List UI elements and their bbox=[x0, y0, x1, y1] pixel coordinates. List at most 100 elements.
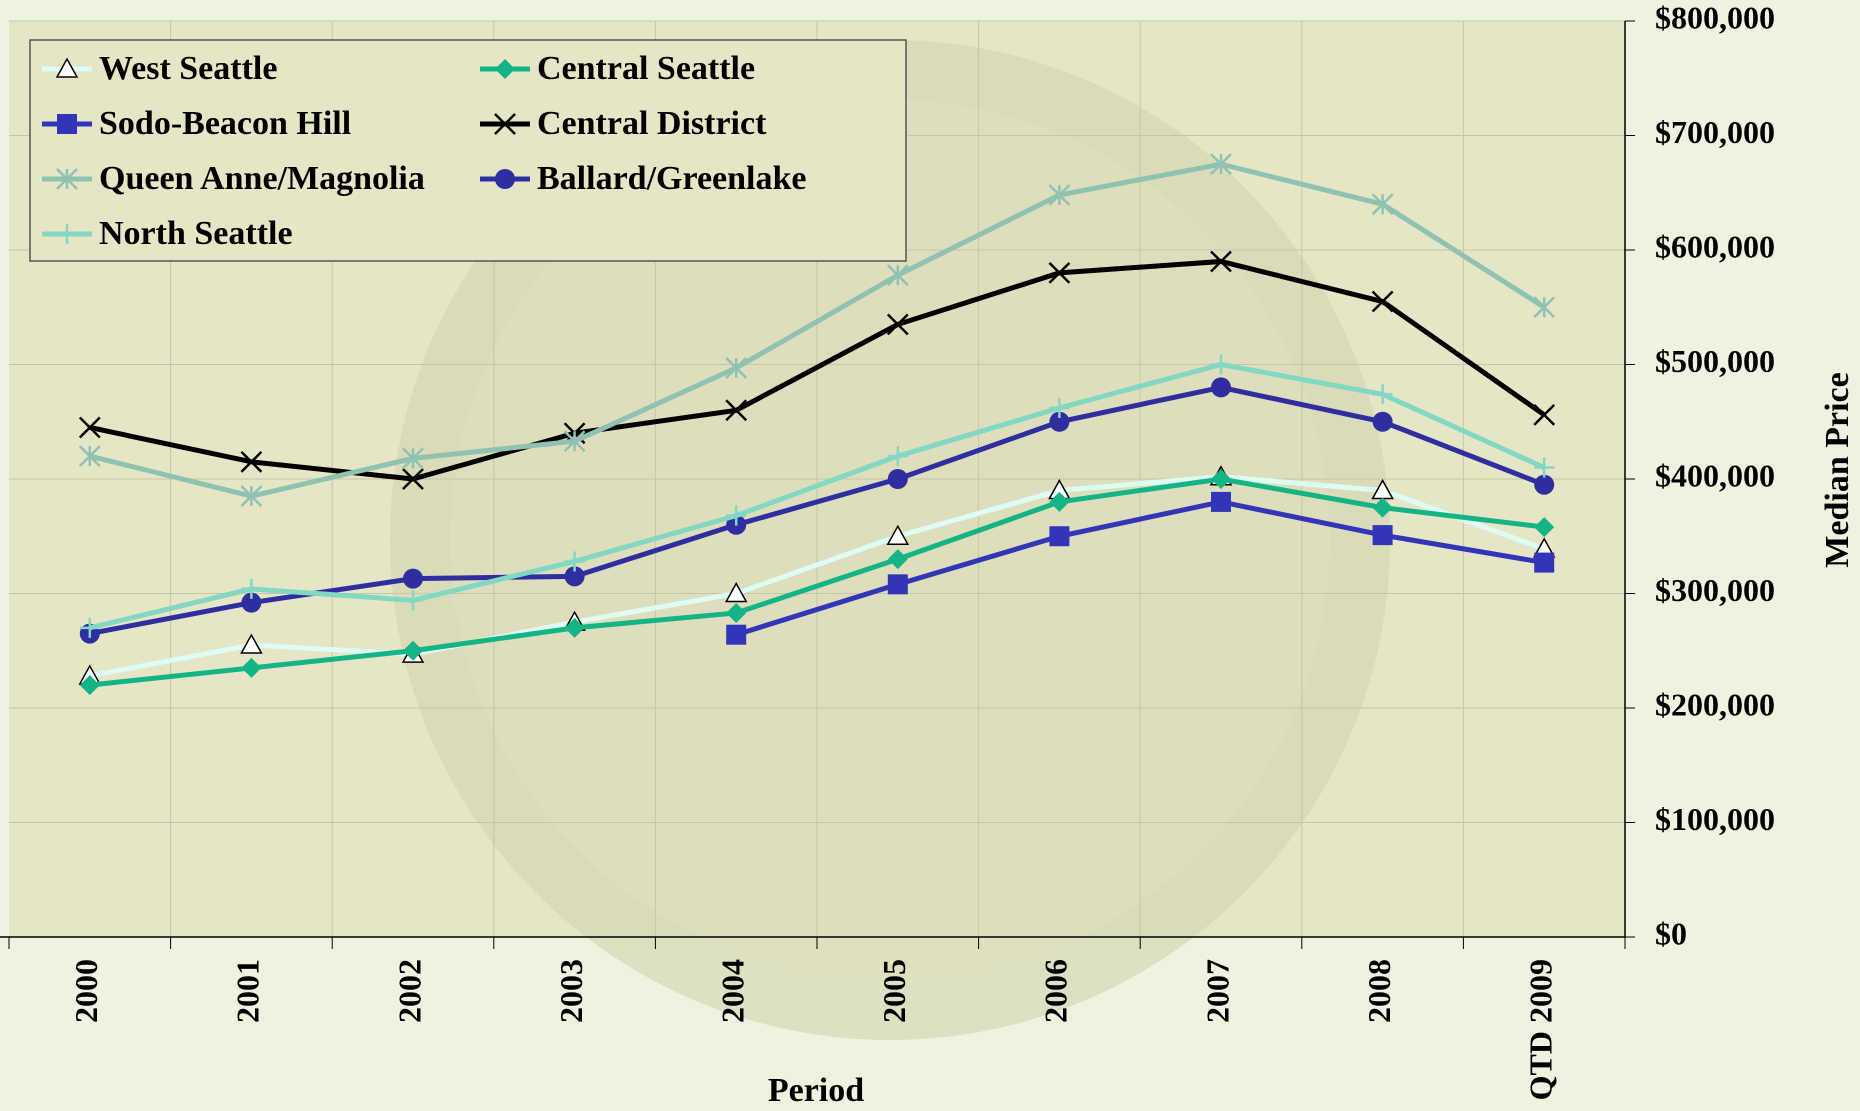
x-axis-title: Period bbox=[768, 1072, 864, 1109]
marker bbox=[726, 624, 747, 645]
marker bbox=[241, 578, 262, 599]
x-tick-label: 2000 bbox=[68, 959, 104, 1023]
y-tick-label: $300,000 bbox=[1655, 572, 1775, 608]
marker bbox=[1372, 411, 1393, 432]
marker bbox=[403, 590, 423, 611]
marker bbox=[886, 313, 909, 336]
marker bbox=[1048, 184, 1071, 206]
series-line bbox=[89, 384, 1546, 637]
marker bbox=[402, 468, 424, 490]
legend-marker bbox=[495, 169, 515, 189]
marker bbox=[1049, 491, 1070, 512]
marker bbox=[1211, 491, 1231, 512]
marker bbox=[241, 657, 262, 678]
series-line bbox=[89, 161, 1546, 499]
marker bbox=[1372, 497, 1393, 518]
x-tick-label: 2001 bbox=[230, 959, 266, 1023]
y-tick-label: $600,000 bbox=[1655, 228, 1775, 264]
marker bbox=[887, 469, 908, 489]
legend-marker bbox=[57, 224, 77, 244]
legend-marker bbox=[495, 59, 515, 79]
marker bbox=[78, 416, 101, 439]
series-line bbox=[89, 258, 1546, 482]
legend-marker bbox=[494, 113, 516, 135]
marker bbox=[1372, 525, 1393, 546]
marker bbox=[724, 581, 748, 603]
marker bbox=[886, 264, 909, 287]
marker bbox=[887, 446, 908, 467]
marker bbox=[78, 445, 101, 467]
y-axis-title: Median Price bbox=[1819, 372, 1856, 567]
marker bbox=[1371, 290, 1394, 313]
marker bbox=[79, 675, 100, 696]
marker bbox=[1211, 354, 1231, 375]
marker bbox=[725, 357, 748, 379]
x-tick-label: 2005 bbox=[876, 959, 912, 1023]
marker bbox=[241, 592, 262, 613]
marker bbox=[240, 450, 263, 473]
legend-label: Queen Anne/Magnolia bbox=[99, 160, 425, 197]
legend-marker bbox=[57, 114, 77, 134]
marker bbox=[1534, 474, 1555, 495]
series-line bbox=[735, 499, 1545, 638]
marker bbox=[887, 549, 908, 570]
marker bbox=[1371, 193, 1394, 216]
y-tick-label: $0 bbox=[1655, 915, 1687, 951]
marker bbox=[1211, 377, 1231, 398]
marker bbox=[403, 640, 423, 661]
marker bbox=[1049, 398, 1070, 419]
legend-label: North Seattle bbox=[99, 215, 293, 252]
legend-label: Central District bbox=[537, 105, 767, 142]
marker bbox=[726, 505, 747, 526]
x-tick-label: 2004 bbox=[715, 959, 751, 1023]
marker bbox=[886, 524, 910, 545]
marker bbox=[1534, 517, 1555, 538]
legend-box bbox=[29, 39, 907, 262]
legend-label: Central Seattle bbox=[537, 50, 755, 87]
marker bbox=[402, 447, 424, 470]
marker bbox=[725, 399, 748, 422]
marker bbox=[240, 485, 263, 508]
marker bbox=[1372, 384, 1393, 405]
marker bbox=[1534, 457, 1555, 478]
y-tick-label: $400,000 bbox=[1655, 457, 1775, 493]
x-tick-label: 2006 bbox=[1038, 959, 1074, 1023]
marker bbox=[1534, 552, 1555, 573]
marker bbox=[1211, 469, 1231, 489]
marker bbox=[403, 568, 423, 589]
legend-label: Ballard/Greenlake bbox=[537, 160, 806, 197]
y-tick-label: $800,000 bbox=[1655, 0, 1775, 35]
marker bbox=[563, 430, 586, 453]
marker bbox=[564, 566, 585, 587]
legend-marker bbox=[55, 57, 79, 78]
y-tick-label: $100,000 bbox=[1655, 801, 1775, 837]
marker bbox=[1049, 411, 1070, 432]
series-line bbox=[89, 361, 1546, 631]
legend-marker bbox=[56, 168, 78, 190]
y-tick-label: $200,000 bbox=[1655, 686, 1775, 722]
y-tick-label: $500,000 bbox=[1655, 343, 1775, 379]
x-tick-label: 2002 bbox=[391, 959, 427, 1023]
marker bbox=[1048, 262, 1071, 284]
legend-label: West Seattle bbox=[99, 50, 277, 87]
marker bbox=[564, 617, 585, 638]
marker bbox=[1210, 250, 1232, 273]
marker bbox=[1049, 526, 1070, 547]
x-tick-label: QTD 2009 bbox=[1523, 959, 1559, 1100]
marker bbox=[1533, 403, 1556, 426]
x-tick-label: 2008 bbox=[1361, 959, 1397, 1023]
marker bbox=[564, 551, 585, 572]
marker bbox=[887, 574, 908, 595]
marker bbox=[79, 617, 100, 638]
series-line bbox=[89, 476, 1545, 688]
series-line bbox=[89, 474, 1546, 679]
marker bbox=[1210, 153, 1232, 176]
x-tick-label: 2007 bbox=[1199, 959, 1235, 1023]
legend-label: Sodo-Beacon Hill bbox=[99, 105, 351, 142]
x-tick-label: 2003 bbox=[553, 959, 589, 1023]
marker bbox=[726, 602, 747, 623]
marker bbox=[1533, 296, 1556, 319]
y-tick-label: $700,000 bbox=[1655, 114, 1775, 150]
marker bbox=[240, 633, 263, 654]
